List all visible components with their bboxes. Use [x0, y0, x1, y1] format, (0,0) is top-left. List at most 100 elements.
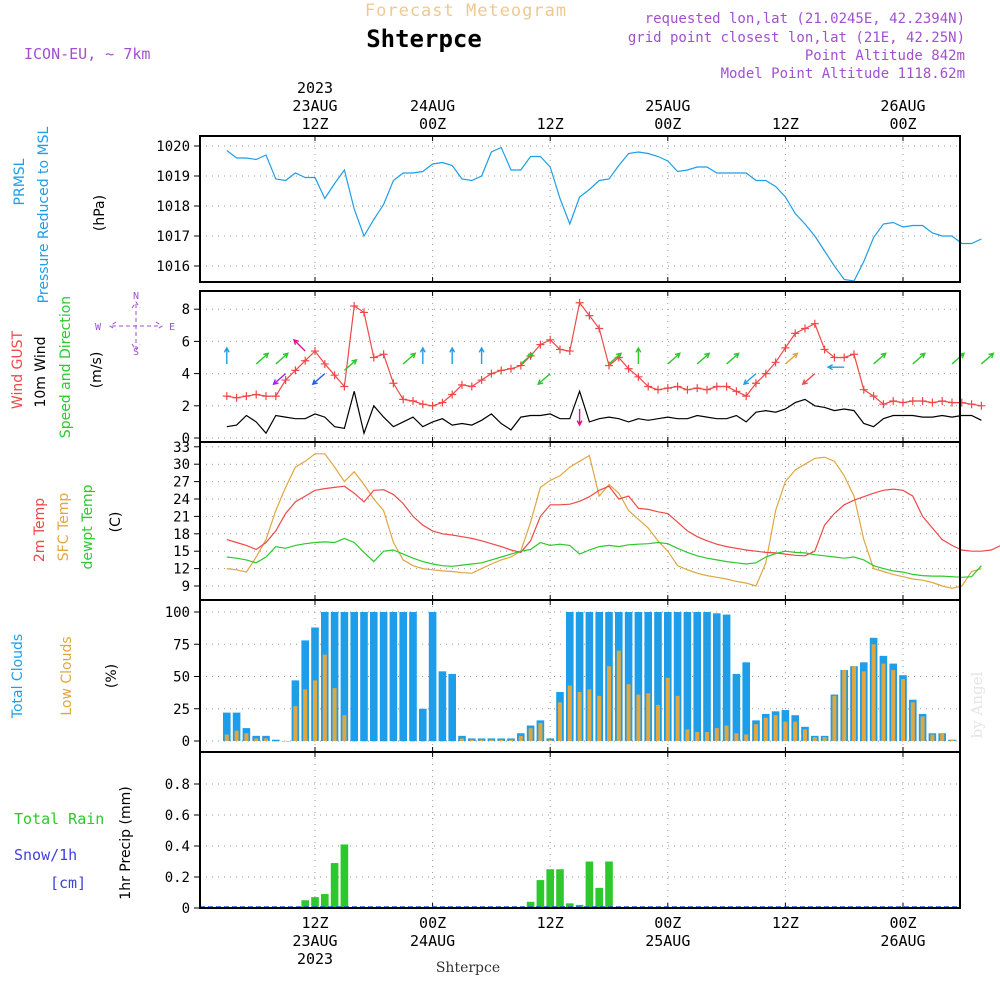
- gust-marker: [281, 376, 290, 385]
- gust-marker: [301, 356, 310, 365]
- wind-direction-arrow: [667, 352, 681, 365]
- low-clouds-bar: [901, 679, 905, 741]
- low-clouds-bar: [793, 721, 798, 741]
- total-clouds-bar: [330, 612, 339, 741]
- gust-marker: [438, 398, 447, 407]
- total-clouds-bar: [664, 612, 672, 741]
- wind-line: [226, 389, 982, 436]
- low-clouds-bar: [587, 689, 592, 741]
- low-clouds-bar: [842, 670, 847, 741]
- gust-marker: [575, 298, 584, 307]
- total-clouds-bar: [644, 612, 652, 741]
- y-tick-label: 100: [165, 605, 190, 621]
- y-tick-label: 25: [173, 702, 190, 718]
- gust-marker: [771, 358, 780, 367]
- place-title: Shterpce: [366, 25, 482, 53]
- gust-marker: [644, 382, 653, 391]
- total-clouds-bar: [546, 738, 554, 741]
- gust-marker: [536, 340, 545, 349]
- wind-direction-arrow: [726, 352, 740, 365]
- low-clouds-bar: [626, 684, 631, 741]
- panel-frame: [199, 751, 961, 909]
- snow-label: Snow/1h: [14, 846, 77, 864]
- low-clouds-bar: [695, 731, 700, 741]
- y-tick-label: 8: [182, 302, 190, 318]
- bottom-time-label: 24AUG: [410, 932, 455, 950]
- gust-marker: [458, 380, 466, 389]
- total-clouds-bar: [497, 738, 505, 741]
- total-clouds-bar: [654, 612, 662, 741]
- panel-frame: [199, 135, 961, 283]
- footer-place: Shterpce: [436, 960, 500, 976]
- low-clouds-bar: [803, 729, 807, 741]
- y-tick-label: 0.8: [165, 777, 190, 793]
- clouds-unit: (%): [104, 664, 120, 688]
- gust-marker: [448, 390, 457, 399]
- low-clouds-bar: [479, 739, 484, 741]
- gust-marker: [781, 343, 790, 352]
- wind-direction-arrow: [826, 364, 845, 371]
- wind-direction-arrow: [784, 352, 799, 365]
- pressure-label-1: PRMSL: [12, 158, 28, 205]
- gust-marker: [222, 392, 231, 401]
- gust-marker: [722, 382, 731, 391]
- y-tick-label: 75: [173, 637, 190, 653]
- gust-marker: [242, 392, 251, 401]
- low-clouds-bar: [685, 729, 690, 741]
- rain-bar: [585, 861, 594, 908]
- total-clouds-bar: [409, 612, 417, 741]
- gust-marker: [487, 369, 496, 378]
- total-clouds-bar: [713, 613, 721, 741]
- total-clouds-bar: [232, 712, 241, 741]
- wind-direction-arrow: [292, 338, 306, 352]
- pressure-line: [226, 146, 982, 282]
- gust-marker: [595, 324, 604, 333]
- low-clouds-bar: [558, 702, 562, 741]
- total-clouds-bar: [732, 673, 741, 741]
- total-clouds-bar: [360, 612, 368, 741]
- gust-marker: [516, 361, 525, 370]
- gust-marker: [369, 353, 378, 362]
- wind-direction-arrow: [520, 352, 534, 365]
- low-clouds-bar: [499, 739, 504, 741]
- gust-marker: [556, 345, 564, 354]
- wind-direction-arrow: [343, 358, 358, 371]
- top-time-label: 24AUG: [410, 97, 455, 115]
- temp-unit: (C): [108, 512, 124, 533]
- clouds-panel: 0 25 50 75 100: [165, 599, 961, 753]
- gust-marker: [752, 379, 760, 388]
- gust-marker: [379, 350, 388, 359]
- total-clouds-bar: [477, 738, 486, 741]
- top-title: Forecast Meteogram: [365, 1, 567, 21]
- bottom-time-label: 00Z: [654, 914, 681, 932]
- wind-unit: (m/s): [89, 352, 105, 389]
- gust-marker: [663, 384, 672, 393]
- low-clouds-bar: [832, 695, 837, 741]
- wind-direction-arrow: [223, 346, 230, 364]
- watermark: by Angel: [968, 671, 986, 738]
- low-clouds-bar: [871, 644, 876, 741]
- rain-bar: [321, 894, 329, 908]
- precip-panel: 0 0.2 0.4 0.6 0.8: [165, 751, 961, 917]
- low-clouds-bar: [940, 733, 945, 741]
- sfc-temp-label: SFC Temp: [56, 493, 72, 562]
- y-tick-label: 1017: [156, 229, 190, 245]
- gust-marker: [232, 393, 241, 402]
- low-clouds-bar: [597, 695, 602, 741]
- gust-marker: [565, 347, 574, 356]
- wind-direction-arrow: [696, 352, 711, 365]
- wind-direction-arrow: [311, 373, 326, 386]
- total-clouds-bar: [575, 612, 584, 741]
- wind-direction-arrow: [608, 352, 623, 365]
- y-tick-label: 2: [182, 399, 190, 415]
- low-clouds-bar: [401, 741, 406, 742]
- gust-marker: [938, 396, 947, 405]
- y-tick-label: 0.2: [165, 870, 190, 886]
- low-clouds-bar: [440, 741, 445, 742]
- total-clouds-bar: [703, 612, 711, 741]
- low-clouds-bar: [273, 741, 278, 742]
- pressure-unit: (hPa): [92, 195, 108, 231]
- top-time-label: 00Z: [654, 115, 681, 133]
- gust-marker: [899, 398, 907, 407]
